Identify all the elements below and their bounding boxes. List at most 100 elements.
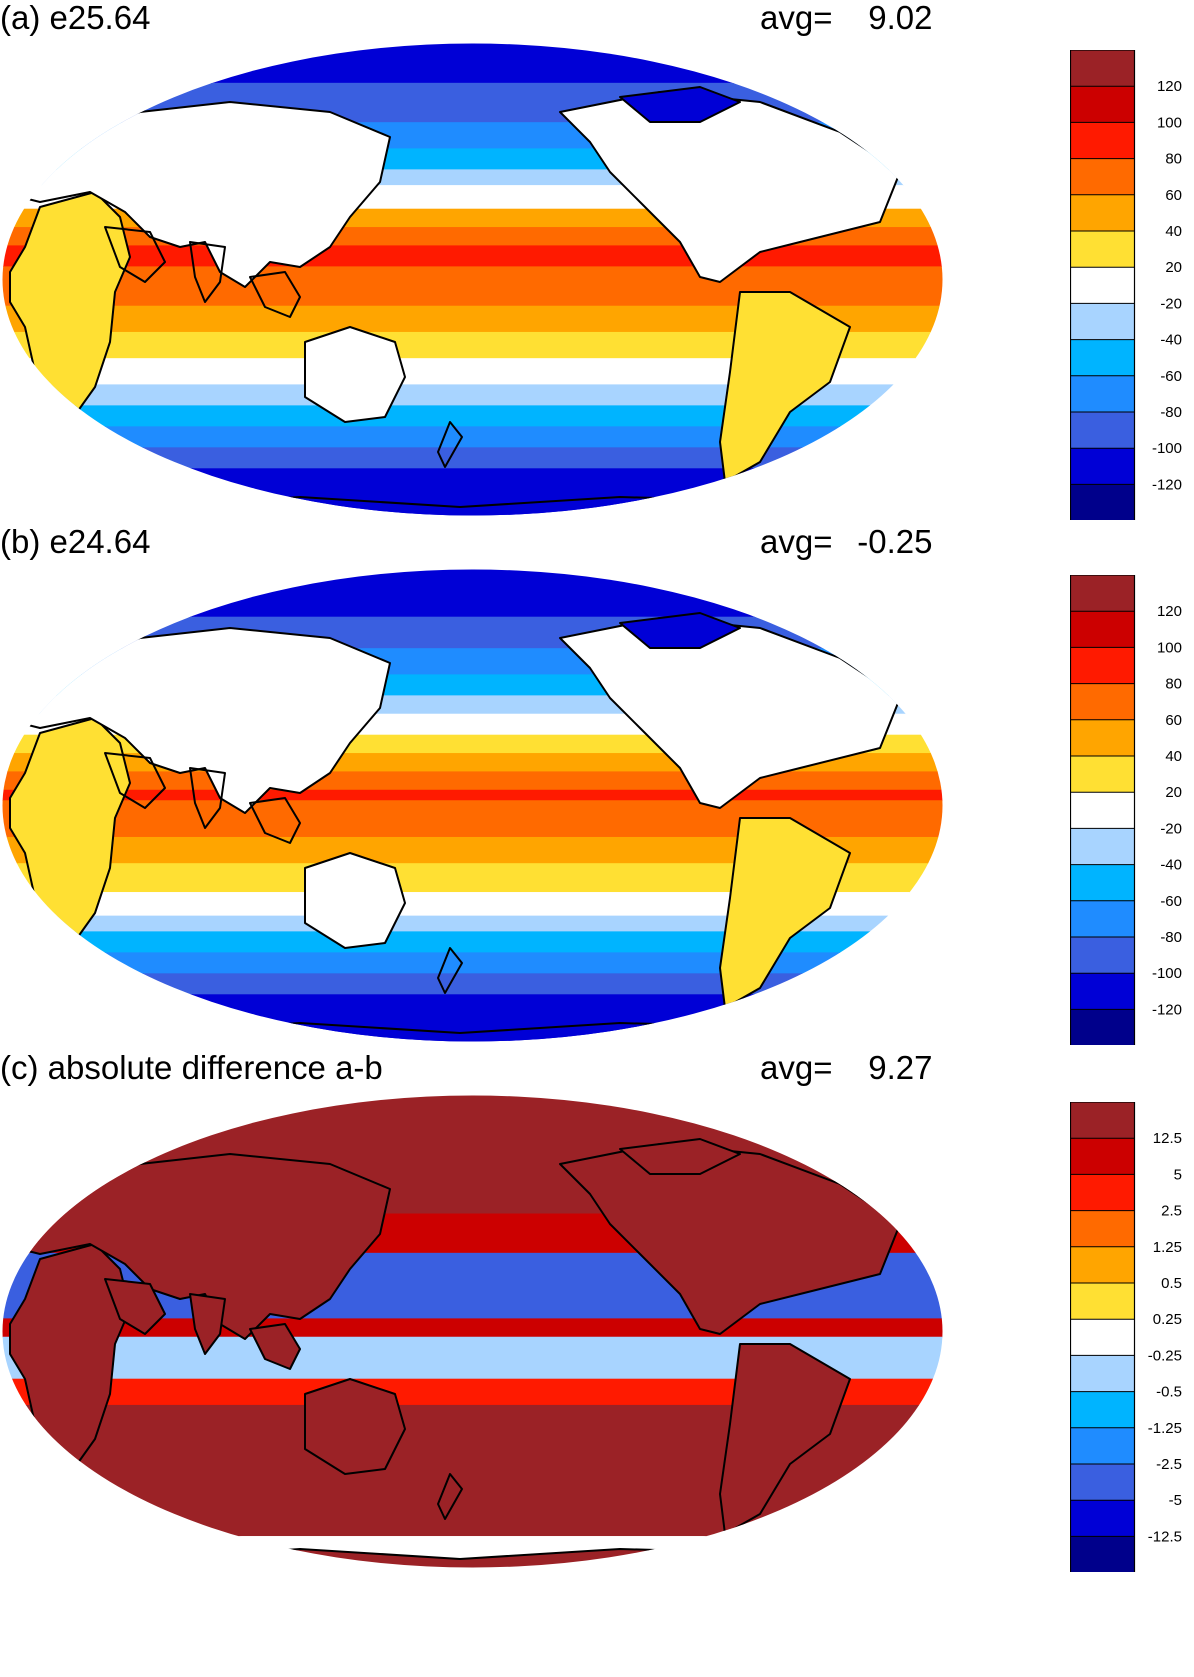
greenland-outline	[619, 86, 741, 123]
colorbar-tick-label: 0.25	[1153, 1311, 1182, 1328]
arabia-outline	[104, 226, 166, 283]
colorbar-tick-label: -100	[1152, 965, 1182, 982]
colorbar-swatch	[1070, 86, 1135, 123]
colorbar-tick-label: 1.25	[1153, 1239, 1182, 1256]
panel-c-average-value: 9.27	[868, 1049, 933, 1086]
field-bands	[2, 569, 943, 1042]
colorbar-tick-label: 120	[1157, 78, 1182, 95]
colorbar-swatch	[1070, 864, 1135, 902]
lat-band	[2, 426, 943, 448]
colorbar-tick-label: -1.25	[1148, 1420, 1182, 1437]
colorbar-swatch	[1070, 231, 1135, 268]
panel-a-title: (a) e25.64	[0, 0, 151, 36]
panel-b-average-label: avg=	[760, 523, 833, 560]
south-america-outline	[719, 817, 851, 1009]
panel-a-colorbar: 120 100 80 60 40 20 -20 -40 -60 -80 -100 -120	[1070, 50, 1182, 520]
lat-band	[2, 245, 943, 267]
greenland-outline	[619, 1138, 741, 1175]
colorbar-swatch	[1070, 1319, 1135, 1356]
colorbar-tick-label: -120	[1152, 476, 1182, 493]
europe-asia-outline	[2, 627, 391, 814]
colorbar-swatch	[1070, 122, 1135, 160]
australia-outline	[304, 326, 406, 423]
colorbar-tick-label: 5	[1174, 1166, 1182, 1183]
lat-band	[2, 43, 943, 84]
colorbar-tick-label: -12.5	[1148, 1528, 1182, 1545]
lat-band	[2, 789, 943, 801]
panel-b-title: (b) e24.64	[0, 523, 151, 560]
colorbar-tick-label: -0.25	[1148, 1347, 1182, 1364]
panel-a-map	[2, 43, 943, 516]
colorbar-tick-label: -40	[1160, 332, 1182, 349]
colorbar-tick-label: -80	[1160, 929, 1182, 946]
colorbar-tick-label: 12.5	[1153, 1130, 1182, 1147]
colorbar-swatch	[1070, 900, 1135, 938]
colorbar-swatch	[1070, 719, 1135, 757]
colorbar-swatch	[1070, 448, 1135, 485]
lat-band	[2, 384, 943, 406]
colorbar-tick-label: -5	[1169, 1492, 1182, 1509]
north-america-outline	[559, 1143, 901, 1335]
colorbar-swatch	[1070, 1246, 1135, 1284]
europe-asia-outline	[2, 101, 391, 288]
india-outline	[189, 767, 226, 829]
panel-c-colorbar: 12.5 5 2.5 1.25 0.5 0.25 -0.25 -0.5 -1.25 -2.5 -5 -…	[1070, 1102, 1182, 1572]
colorbar-swatch	[1070, 1174, 1135, 1212]
coastlines	[2, 612, 901, 1042]
colorbar-tick-label: 20	[1165, 259, 1182, 276]
panel-b-colorbar: 120 100 80 60 40 20 -20 -40 -60 -80 -100 -120	[1070, 575, 1182, 1045]
colorbar-tick-label: -20	[1160, 295, 1182, 312]
panel-a-average-value: 9.02	[868, 0, 933, 36]
panel-c-title: (c) absolute difference a-b	[0, 1049, 383, 1086]
colorbar-swatch	[1070, 756, 1135, 793]
colorbar-swatch	[1070, 937, 1135, 974]
lat-band	[2, 447, 943, 469]
colorbar-tick-label: 60	[1165, 712, 1182, 729]
panel-a-average: avg= 9.02	[760, 0, 932, 36]
lat-band	[2, 405, 943, 427]
panel-c-map	[2, 1095, 943, 1568]
arabia-outline	[104, 752, 166, 809]
india-outline	[189, 1293, 226, 1355]
australia-outline	[304, 852, 406, 949]
lat-band	[2, 915, 943, 932]
new-zealand-outline	[437, 947, 463, 994]
lat-band	[2, 931, 943, 953]
coastlines	[2, 1138, 901, 1568]
colorbar-swatch	[1070, 1102, 1135, 1139]
colorbar-tick-label: 0.5	[1161, 1275, 1182, 1292]
southeast-asia-outline	[249, 797, 301, 844]
colorbar-tick-label: 80	[1165, 151, 1182, 168]
colorbar-tick-label: -80	[1160, 404, 1182, 421]
colorbar-tick-label: 40	[1165, 223, 1182, 240]
colorbar-swatch	[1070, 973, 1135, 1010]
colorbar-swatch	[1070, 375, 1135, 413]
colorbar-swatch	[1070, 1283, 1135, 1320]
colorbar-swatch	[1070, 158, 1135, 196]
colorbar-swatch	[1070, 683, 1135, 721]
panel-b-average: avg= -0.25	[760, 524, 932, 560]
europe-asia-outline	[2, 1153, 391, 1340]
colorbar-swatch	[1070, 1138, 1135, 1175]
colorbar-swatch	[1070, 194, 1135, 232]
colorbar-swatch	[1070, 1391, 1135, 1429]
colorbar-swatch	[1070, 792, 1135, 829]
colorbar-swatch	[1070, 1500, 1135, 1537]
greenland-outline	[619, 612, 741, 649]
lat-band	[2, 569, 943, 618]
colorbar-swatch	[1070, 484, 1135, 520]
panel-b-map	[2, 569, 943, 1042]
new-zealand-outline	[437, 1473, 463, 1520]
colorbar-tick-label: -40	[1160, 857, 1182, 874]
colorbar-swatch	[1070, 412, 1135, 449]
lat-band	[2, 973, 943, 995]
colorbar-swatch	[1070, 1464, 1135, 1501]
field-bands	[2, 43, 943, 516]
colorbar-tick-label: -20	[1160, 820, 1182, 837]
india-outline	[189, 241, 226, 303]
colorbar-tick-label: 100	[1157, 639, 1182, 656]
colorbar-tick-label: -2.5	[1156, 1456, 1182, 1473]
field-bands	[2, 1095, 943, 1568]
panel-c-average: avg= 9.27	[760, 1050, 932, 1086]
colorbar-swatch	[1070, 575, 1135, 612]
